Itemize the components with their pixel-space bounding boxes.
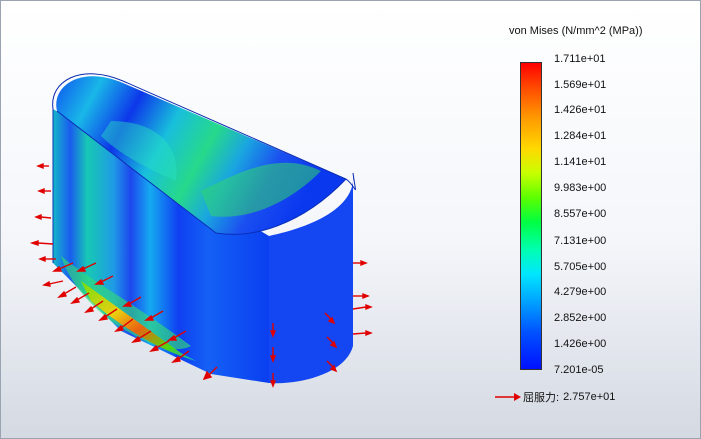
- legend-label-5: 1.141e+01: [554, 156, 607, 168]
- legend-label-2: 1.569e+01: [554, 79, 607, 91]
- legend-label-12: 1.426e+00: [554, 338, 607, 350]
- stress-colorbar: [520, 62, 542, 370]
- legend-label-7: 8.557e+00: [554, 208, 607, 220]
- top-rim: [52, 73, 356, 190]
- yield-value: 2.757e+01: [563, 391, 616, 403]
- legend-title: von Mises (N/mm^2 (MPa)): [509, 25, 643, 37]
- yield-strength-indicator: 屈服力: 2.757e+01: [495, 389, 615, 405]
- legend-label-3: 1.426e+01: [554, 104, 607, 116]
- legend-label-4: 1.284e+01: [554, 130, 607, 142]
- legend-label-10: 4.279e+00: [554, 286, 607, 298]
- legend-label-8: 7.131e+00: [554, 235, 607, 247]
- legend-label-13: 7.201e-05: [554, 364, 604, 376]
- legend-label-11: 2.852e+00: [554, 312, 607, 324]
- legend-label-1: 1.711e+01: [554, 53, 606, 65]
- yield-arrow-icon: [495, 393, 521, 401]
- load-arrows: [29, 162, 373, 388]
- yield-label: 屈服力:: [523, 392, 560, 404]
- end-wall: [269, 173, 354, 384]
- legend-label-6: 9.983e+00: [554, 182, 607, 194]
- legend-label-9: 5.705e+00: [554, 261, 607, 273]
